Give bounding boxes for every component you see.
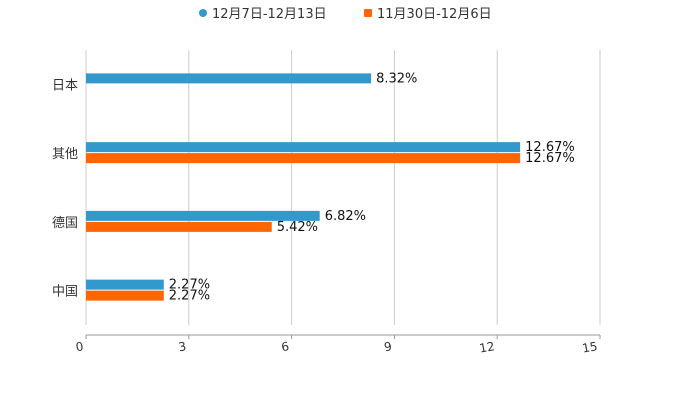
x-tick-label: 9 <box>383 339 393 354</box>
y-category-label: 其他 <box>52 147 78 162</box>
x-tick-label: 0 <box>75 339 85 354</box>
bar-series1 <box>86 73 372 84</box>
bar-series2 <box>86 221 272 232</box>
data-label: 2.27% <box>169 289 210 304</box>
legend-label: 11月30日-12月6日 <box>377 7 492 22</box>
x-tick-label: 6 <box>280 339 290 354</box>
y-category-label: 日本 <box>52 78 78 93</box>
legend-marker-series1 <box>199 9 207 17</box>
data-label: 5.42% <box>277 220 318 235</box>
x-tick-label: 3 <box>177 339 187 354</box>
legend-marker-series2 <box>364 9 372 17</box>
bar-series2 <box>86 153 521 164</box>
data-label: 12.67% <box>525 151 575 166</box>
legend-label: 12月7日-12月13日 <box>212 7 327 22</box>
y-category-label: 德国 <box>52 216 78 231</box>
x-tick-label: 15 <box>581 339 598 355</box>
bar-series1 <box>86 279 164 290</box>
data-label: 8.32% <box>376 71 417 86</box>
data-label: 6.82% <box>325 209 366 224</box>
bar-series2 <box>86 290 164 301</box>
x-tick-label: 12 <box>478 339 495 355</box>
data-label: 2.27% <box>169 278 210 293</box>
bar-series1 <box>86 210 320 221</box>
data-label: 12.67% <box>525 140 575 155</box>
bar-series1 <box>86 142 521 153</box>
y-category-label: 中国 <box>52 285 78 300</box>
